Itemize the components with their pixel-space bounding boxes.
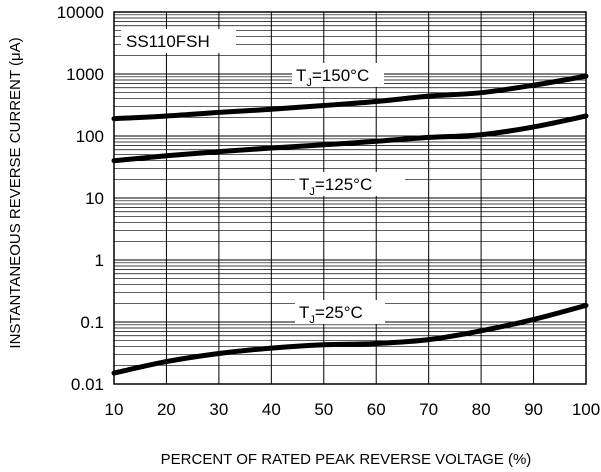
x-tick-label: 30	[209, 400, 228, 419]
x-tick-label: 50	[314, 400, 333, 419]
x-tick-label: 10	[105, 400, 124, 419]
x-axis-title: PERCENT OF RATED PEAK REVERSE VOLTAGE (%…	[161, 451, 532, 468]
x-tick-label: 90	[524, 400, 543, 419]
x-tick-label: 60	[367, 400, 386, 419]
label-subscript: J	[306, 77, 312, 89]
label-rest: =25°C	[315, 303, 363, 322]
label-background	[295, 172, 405, 196]
label-125c: TJ=125°C	[295, 172, 405, 198]
label-150c: TJ=150°C	[292, 63, 384, 89]
y-tick-label: 10000	[57, 3, 104, 22]
curve-125c	[111, 113, 589, 164]
label-main: T	[299, 175, 309, 194]
y-tick-label: 0.01	[71, 375, 104, 394]
x-tick-label: 80	[472, 400, 491, 419]
label-rest: =150°C	[312, 66, 369, 85]
y-tick-label: 100	[76, 127, 104, 146]
label-25c: TJ=25°C	[295, 300, 385, 326]
label-rest: =125°C	[315, 175, 372, 194]
plot-frame	[113, 11, 587, 385]
label-main: T	[299, 303, 309, 322]
grid	[114, 12, 586, 385]
chart-title: SS110FSH	[126, 32, 210, 51]
title-group: SS110FSH	[121, 29, 236, 53]
curve-25c	[111, 302, 589, 376]
series-labels: TJ=150°CTJ=125°CTJ=25°C	[292, 63, 405, 326]
x-tick-label: 20	[157, 400, 176, 419]
title-box	[121, 29, 236, 53]
label-main: T	[296, 66, 306, 85]
series-label-text: TJ=25°C	[299, 303, 363, 326]
label-background	[292, 63, 384, 87]
curves	[111, 73, 589, 376]
series-label-text: TJ=125°C	[299, 175, 372, 198]
tick-labels: 0.01 0.1 1 10 100 1000 10000 10 20 30 40 50 60 70 80 90…	[57, 3, 600, 419]
y-tick-label: 1	[95, 251, 104, 270]
label-subscript: J	[309, 314, 315, 326]
y-axis-title: INSTANTANEOUS REVERSE CURRENT (μA)	[7, 37, 24, 348]
y-tick-label: 10	[85, 189, 104, 208]
series-label-text: TJ=150°C	[296, 66, 369, 89]
label-subscript: J	[309, 186, 315, 198]
y-tick-label: 1000	[66, 65, 104, 84]
x-tick-label: 100	[572, 400, 600, 419]
y-tick-label: 0.1	[80, 313, 104, 332]
x-tick-label: 40	[262, 400, 281, 419]
curve-150c	[111, 73, 589, 122]
x-tick-label: 70	[419, 400, 438, 419]
label-background	[295, 300, 385, 324]
